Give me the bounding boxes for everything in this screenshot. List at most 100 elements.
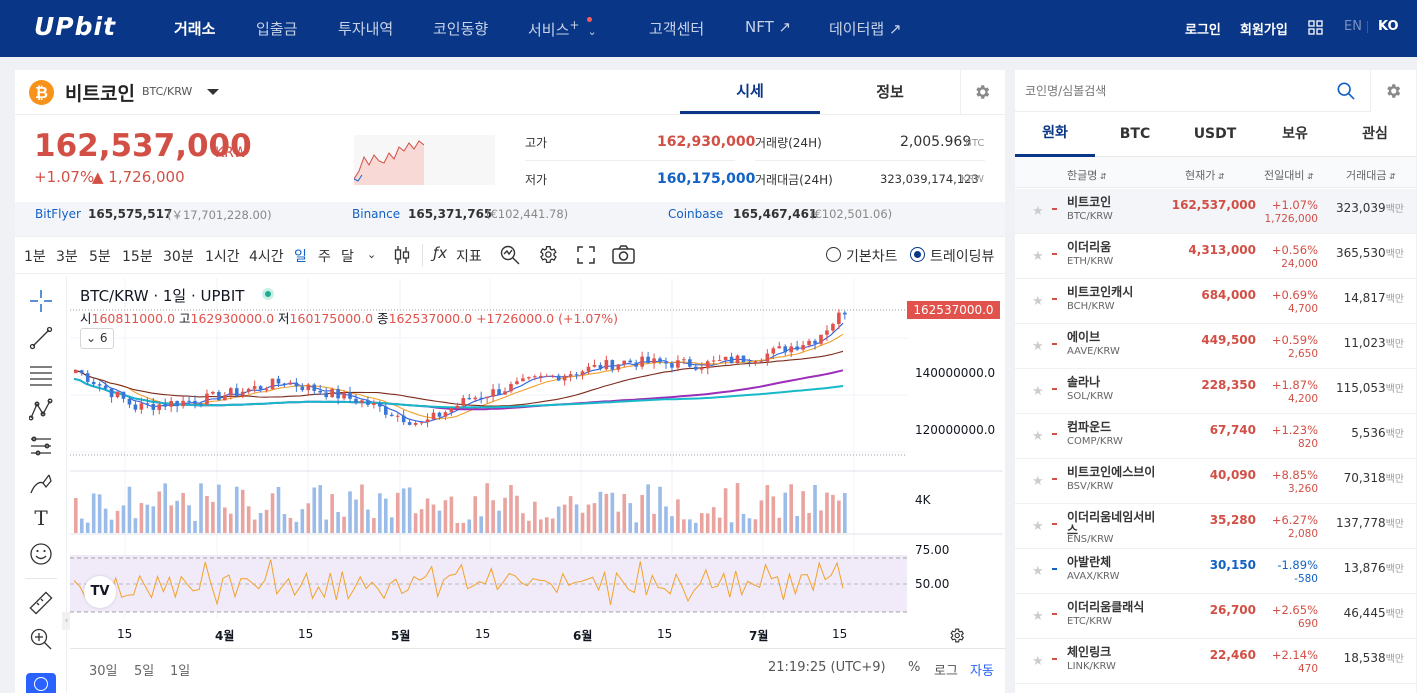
ruler-tool-icon[interactable] <box>29 591 53 615</box>
candle-type-icon[interactable] <box>394 245 410 265</box>
favorite-star-icon[interactable]: ★ <box>1032 384 1044 399</box>
header-volume[interactable]: 거래대금 ⇵ <box>1346 167 1396 183</box>
nav-datalab[interactable]: 데이터랩 ↗ <box>829 20 902 38</box>
coin-row[interactable]: ★ 에이브 AAVE/KRW 449,500 +0.59% 2,650 11,023백만 <box>1015 324 1416 369</box>
grid-menu-icon[interactable] <box>1308 20 1323 35</box>
pattern-tool-icon[interactable] <box>29 398 53 422</box>
timeframe-1m[interactable]: 1분 <box>24 249 46 265</box>
favorite-star-icon[interactable]: ★ <box>1032 654 1044 669</box>
timeframe-5m[interactable]: 5분 <box>89 249 111 265</box>
timeframe-day[interactable]: 일 <box>294 249 307 265</box>
magnet-tool-icon[interactable] <box>26 673 56 693</box>
favorite-star-icon[interactable]: ★ <box>1032 609 1044 624</box>
tab-krw-market[interactable]: 원화 <box>1015 112 1095 157</box>
volume-bar <box>91 493 96 533</box>
camera-snapshot-icon[interactable] <box>612 245 635 264</box>
fullscreen-icon[interactable] <box>577 246 595 264</box>
auto-scale-toggle[interactable]: 자동 <box>970 664 994 679</box>
radio-tradingview[interactable] <box>910 247 925 262</box>
tab-favorites[interactable]: 관심 <box>1362 126 1388 142</box>
tradingview-label[interactable]: 트레이딩뷰 <box>930 249 995 265</box>
indicator-fx-icon[interactable]: ƒx <box>433 244 448 262</box>
coin-row[interactable]: ★ 이더리움네임서비스 ENS/KRW 35,280 +6.27% 2,080 137,77… <box>1015 504 1416 549</box>
nav-deposit-withdraw[interactable]: 입출금 <box>256 20 298 38</box>
favorite-star-icon[interactable]: ★ <box>1032 564 1044 579</box>
nav-services[interactable]: 서비스+ ⌄ <box>528 18 597 40</box>
nav-coin-trends[interactable]: 코인동향 <box>433 20 489 38</box>
nav-exchange[interactable]: 거래소 <box>174 20 216 38</box>
nav-nft[interactable]: NFT ↗ <box>745 18 792 36</box>
nav-customer-center[interactable]: 고객센터 <box>649 20 705 38</box>
timeframe-week[interactable]: 주 <box>318 249 331 265</box>
timeframe-30m[interactable]: 30분 <box>163 249 194 265</box>
tab-info[interactable]: 정보 <box>876 83 904 101</box>
login-link[interactable]: 로그인 <box>1185 23 1221 38</box>
coin-row[interactable]: ★ 솔라나 SOL/KRW 228,350 +1.87% 4,200 115,053백만 <box>1015 369 1416 414</box>
compare-search-icon[interactable] <box>499 244 521 266</box>
chart-settings-icon[interactable] <box>537 244 558 265</box>
lang-en[interactable]: EN <box>1344 19 1362 34</box>
coin-row[interactable]: ★ 비트코인캐시 BCH/KRW 684,000 +0.69% 4,700 14,817백만 <box>1015 279 1416 324</box>
exchange-name-binance[interactable]: Binance <box>352 207 401 221</box>
coin-row[interactable]: ★ 이더리움 ETH/KRW 4,313,000 +0.56% 24,000 365,530… <box>1015 234 1416 279</box>
brush-tool-icon[interactable] <box>29 471 53 495</box>
fib-retracement-tool-icon[interactable] <box>29 363 53 387</box>
header-price[interactable]: 현재가 ⇵ <box>1185 167 1225 183</box>
search-icon[interactable] <box>1337 82 1355 100</box>
coin-row[interactable]: ★ 아발란체 AVAX/KRW 30,150 -1.89% -580 13,876백만 <box>1015 549 1416 594</box>
range-1d[interactable]: 1일 <box>170 664 191 679</box>
favorite-star-icon[interactable]: ★ <box>1032 519 1044 534</box>
header-change[interactable]: 전일대비 ⇵ <box>1264 167 1314 183</box>
zoom-in-tool-icon[interactable] <box>29 627 53 651</box>
coin-row[interactable]: ★ 비트코인에스브이 BSV/KRW 40,090 +8.85% 3,260 70,318백… <box>1015 459 1416 504</box>
market-settings-gear-icon[interactable] <box>1384 82 1402 100</box>
favorite-star-icon[interactable]: ★ <box>1032 249 1044 264</box>
tab-btc-market[interactable]: BTC <box>1119 126 1151 142</box>
timeframe-15m[interactable]: 15분 <box>122 249 153 265</box>
collapse-toolbar-handle[interactable]: ‹ <box>62 612 71 630</box>
timeframe-3m[interactable]: 3분 <box>56 249 78 265</box>
tradingview-logo[interactable]: TV <box>84 576 116 608</box>
coin-row[interactable]: ★ 이더리움클래식 ETC/KRW 26,700 +2.65% 690 46,445백만 <box>1015 594 1416 639</box>
indicators-toggle[interactable]: ⌄ 6 <box>80 328 114 349</box>
coin-row[interactable]: ★ 컴파운드 COMP/KRW 67,740 +1.23% 820 5,536백만 <box>1015 414 1416 459</box>
prediction-tool-icon[interactable] <box>29 434 53 458</box>
favorite-star-icon[interactable]: ★ <box>1032 339 1044 354</box>
emoji-tool-icon[interactable] <box>29 542 53 566</box>
header-name[interactable]: 한글명 ⇵ <box>1067 167 1107 183</box>
radio-basic-chart[interactable] <box>826 247 841 262</box>
favorite-star-icon[interactable]: ★ <box>1032 474 1044 489</box>
favorite-star-icon[interactable]: ★ <box>1032 204 1044 219</box>
timeframe-1h[interactable]: 1시간 <box>205 249 240 265</box>
settings-gear-icon[interactable] <box>973 83 991 101</box>
text-tool-icon[interactable]: T <box>34 506 48 530</box>
favorite-star-icon[interactable]: ★ <box>1032 429 1044 444</box>
tab-price[interactable]: 시세 <box>680 70 820 114</box>
range-5d[interactable]: 5일 <box>134 664 155 679</box>
tab-holdings[interactable]: 보유 <box>1282 126 1308 142</box>
chevron-down-icon[interactable]: ⌄ <box>367 248 377 261</box>
exchange-name-coinbase[interactable]: Coinbase <box>668 207 724 221</box>
coin-row[interactable]: ★ 비트코인 BTC/KRW 162,537,000 +1.07% 1,726,000 32… <box>1015 189 1416 234</box>
timeframe-month[interactable]: 달 <box>341 249 354 265</box>
range-30d[interactable]: 30일 <box>89 664 118 679</box>
trend-line-tool-icon[interactable] <box>29 326 53 350</box>
coin-dropdown-icon[interactable] <box>206 88 220 96</box>
lang-ko[interactable]: KO <box>1378 19 1399 34</box>
log-scale-toggle[interactable]: 로그 <box>934 664 958 679</box>
signup-link[interactable]: 회원가입 <box>1240 23 1288 38</box>
percent-scale-toggle[interactable]: % <box>908 660 921 675</box>
nav-investments[interactable]: 투자내역 <box>338 20 394 38</box>
coin-row[interactable]: ★ 체인링크 LINK/KRW 22,460 +2.14% 470 18,538백만 <box>1015 639 1416 684</box>
basic-chart-label[interactable]: 기본차트 <box>846 249 898 265</box>
candlestick-chart[interactable] <box>70 278 1003 648</box>
coin-search-input[interactable] <box>1025 80 1325 102</box>
timeframe-4h[interactable]: 4시간 <box>249 249 284 265</box>
indicators-button[interactable]: 지표 <box>456 249 482 265</box>
tab-usdt-market[interactable]: USDT <box>1193 126 1237 142</box>
exchange-name-bitflyer[interactable]: BitFlyer <box>35 207 81 221</box>
crosshair-tool-icon[interactable] <box>29 289 53 313</box>
favorite-star-icon[interactable]: ★ <box>1032 294 1044 309</box>
axis-settings-icon[interactable] <box>948 627 965 644</box>
upbit-logo[interactable]: UPbit <box>34 12 117 41</box>
